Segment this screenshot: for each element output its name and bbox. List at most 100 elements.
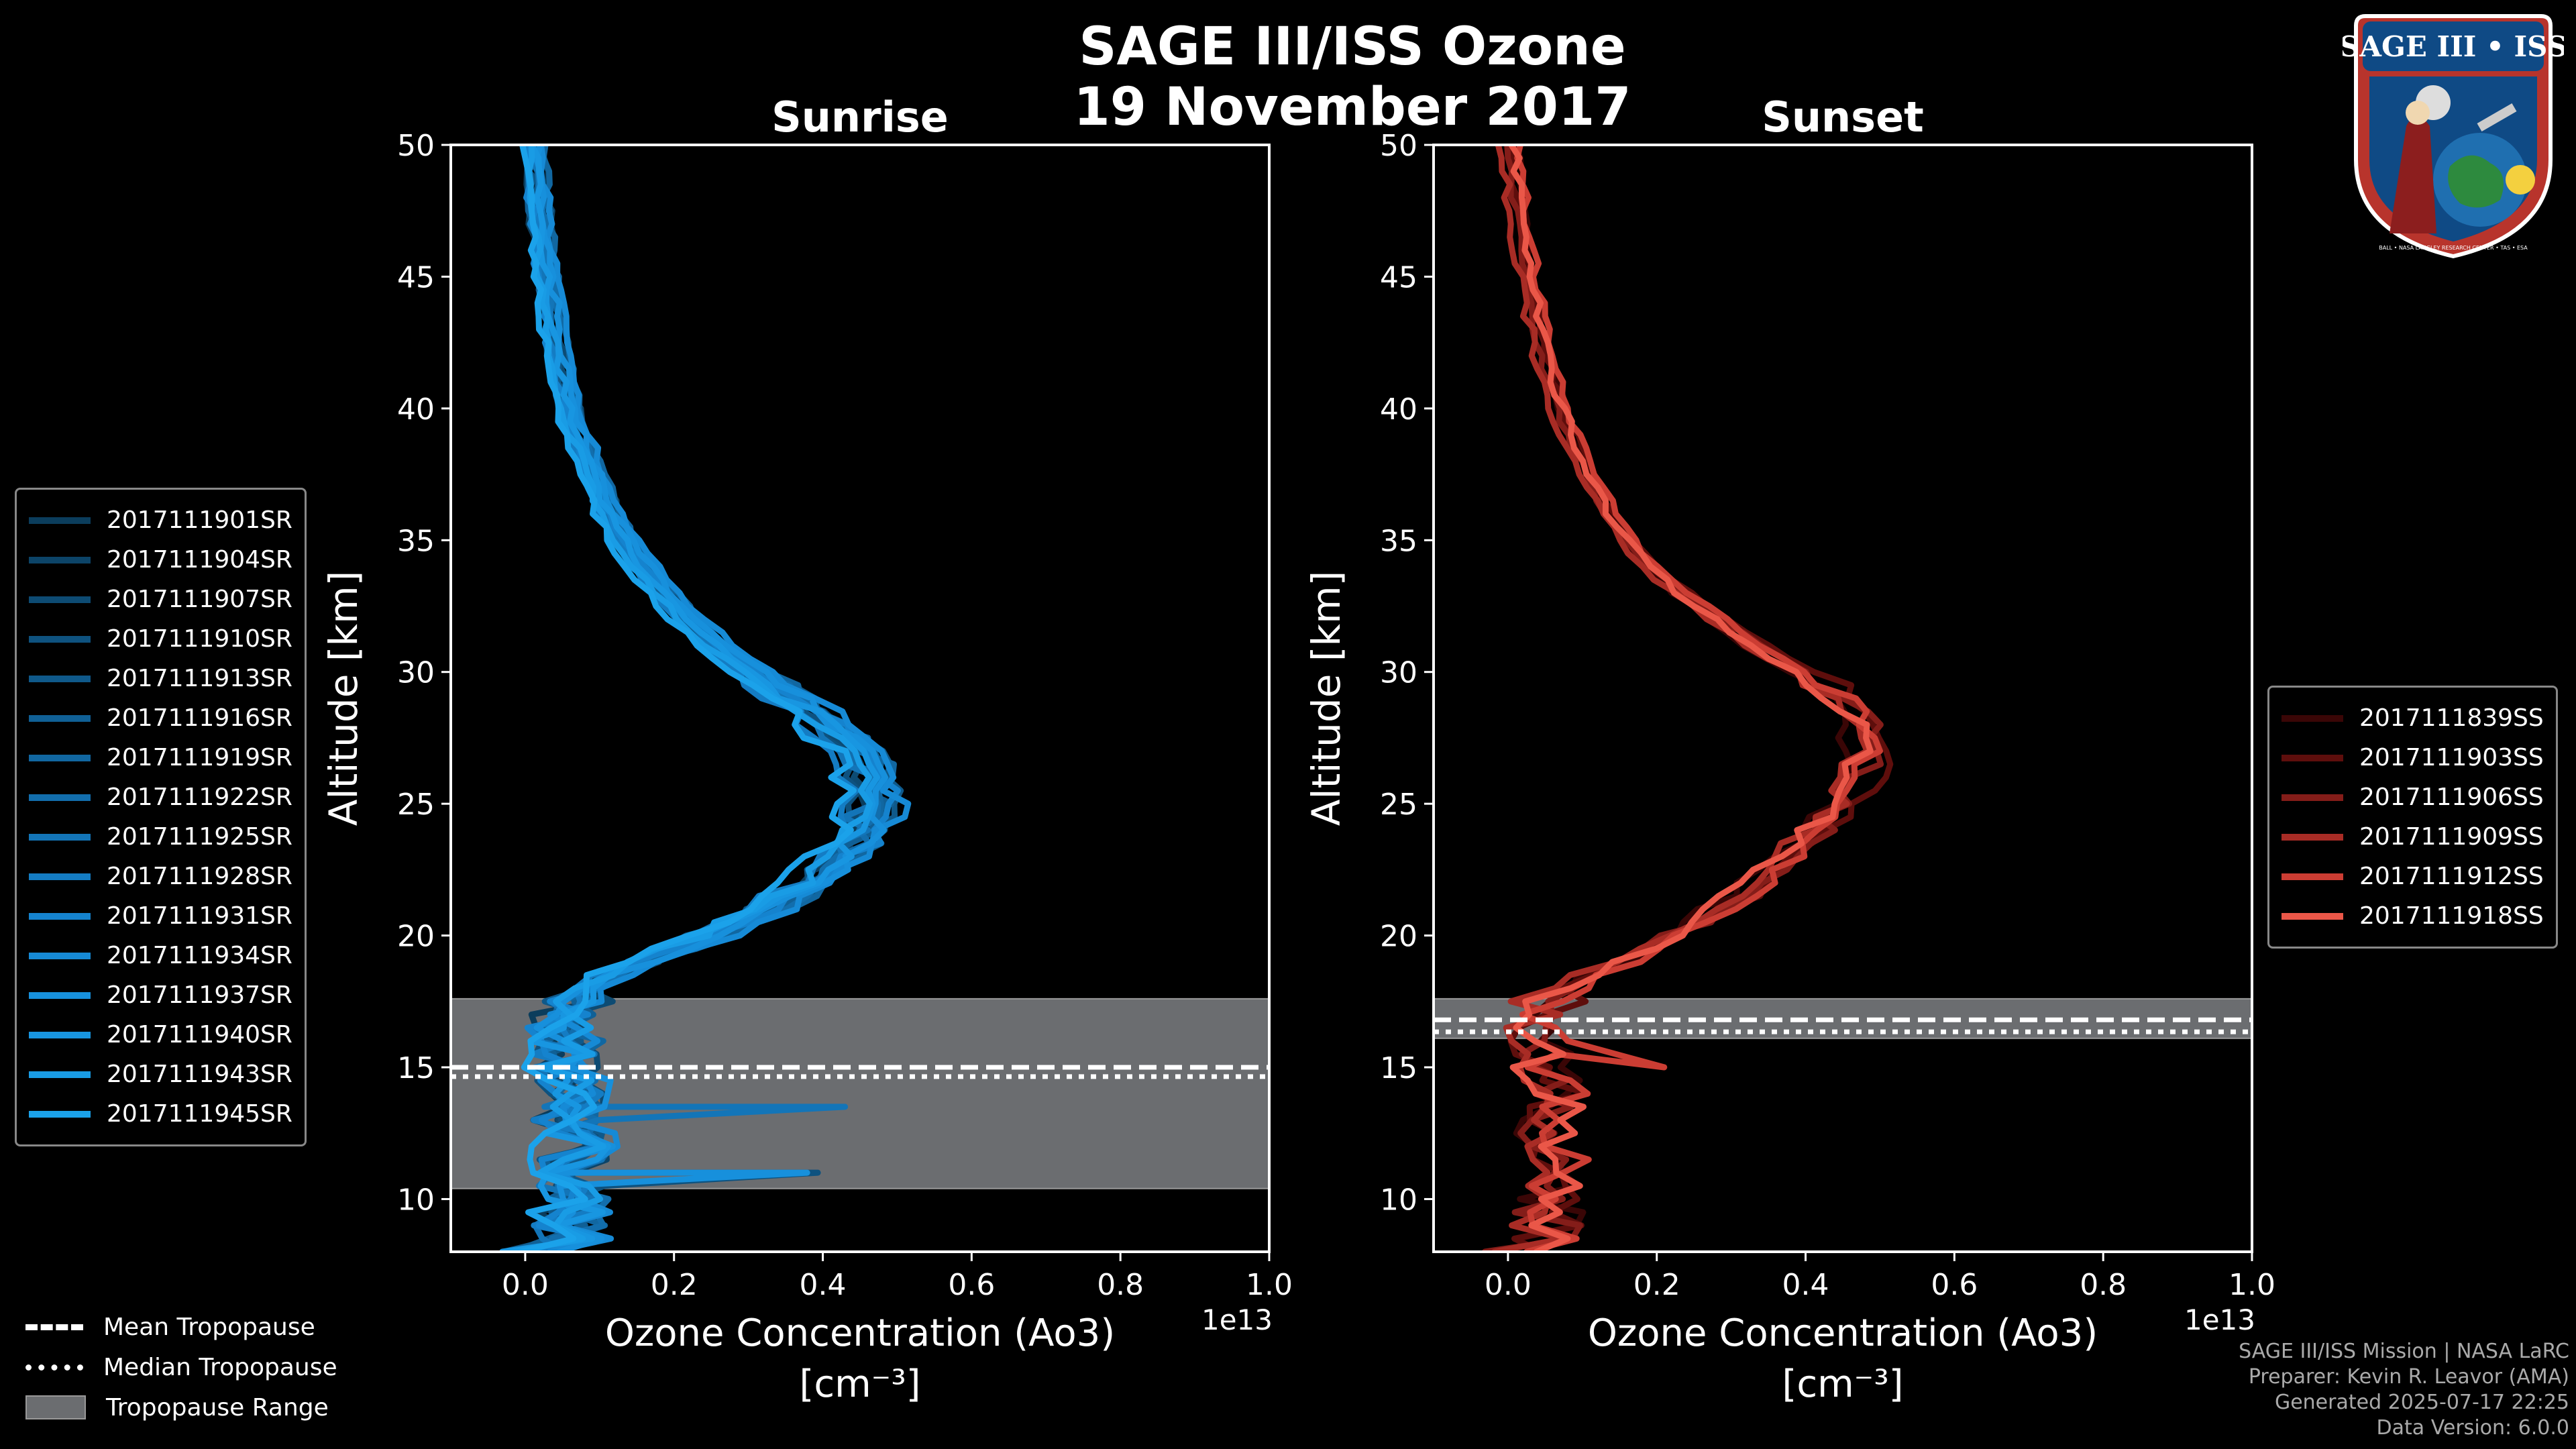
figure-icon — [2390, 116, 2436, 233]
sunset-panel-title: Sunset — [1762, 93, 1924, 142]
sunrise-xtick-label: 0.6 — [948, 1268, 995, 1302]
sunrise-legend-label: 2017111919SR — [107, 744, 292, 771]
sunrise-legend-label: 2017111907SR — [107, 586, 292, 613]
median-tropopause-entry: Median Tropopause — [25, 1347, 337, 1387]
sunrise-legend-item: 2017111913SR — [29, 659, 292, 698]
legend-line-icon — [29, 912, 91, 920]
sunrise-legend-label: 2017111925SR — [107, 823, 292, 851]
sunset-legend-label: 2017111918SS — [2359, 902, 2544, 930]
sunset-ytick-label: 35 — [1380, 524, 1417, 558]
sunset-xtick-label: 0.2 — [1633, 1268, 1680, 1302]
sunset-ytick-label: 30 — [1380, 656, 1417, 690]
footer-generated: Generated 2025-07-17 22:25 — [2274, 1391, 2569, 1414]
sunrise-legend-item: 2017111945SR — [29, 1094, 292, 1134]
sunrise-ytick-label: 25 — [397, 788, 435, 822]
tropopause-legend: Mean Tropopause Median Tropopause Tropop… — [25, 1307, 337, 1428]
legend-line-icon — [29, 873, 91, 880]
sunrise-xlabel-units: [cm⁻³] — [799, 1362, 920, 1406]
badge-title: SAGE III • ISS — [2343, 30, 2564, 63]
legend-line-icon — [29, 1110, 91, 1118]
sunrise-ytick-label: 40 — [397, 392, 435, 427]
sunset-ytick-label: 50 — [1380, 129, 1417, 163]
sunrise-legend-label: 2017111904SR — [107, 546, 292, 574]
sunrise-legend-label: 2017111945SR — [107, 1100, 292, 1128]
sunrise-xtick-label: 0.4 — [800, 1268, 847, 1302]
sunset-xtick-label: 0.8 — [2080, 1268, 2127, 1302]
legend-line-icon — [29, 754, 91, 761]
tropopause-range-label: Tropopause Range — [106, 1393, 329, 1421]
sunset-legend-label: 2017111909SS — [2359, 823, 2544, 851]
sunrise-legend-item: 2017111943SR — [29, 1055, 292, 1094]
legend-line-icon — [2282, 754, 2343, 761]
sunset-legend-label: 2017111912SS — [2359, 863, 2544, 890]
dotted-line-icon — [25, 1364, 83, 1371]
sunrise-ytick-label: 30 — [397, 656, 435, 690]
sunrise-profile-2017111945SR — [518, 145, 857, 1252]
legend-line-icon — [29, 517, 91, 524]
sunrise-legend-item: 2017111916SR — [29, 698, 292, 738]
sunrise-legend-label: 2017111916SR — [107, 704, 292, 732]
sunset-legend-item: 2017111903SS — [2282, 738, 2544, 777]
sunset-profile-2017111918SS — [1508, 145, 1874, 1252]
sunrise-legend-item: 2017111910SR — [29, 619, 292, 659]
sunset-legend-label: 2017111839SS — [2359, 704, 2544, 732]
sunset-xlabel: Ozone Concentration (Ao3) — [1588, 1311, 2098, 1355]
mean-tropopause-label: Mean Tropopause — [103, 1313, 315, 1341]
sunset-legend-item: 2017111906SS — [2282, 777, 2544, 817]
sun-icon — [2506, 165, 2535, 195]
sunrise-legend-label: 2017111913SR — [107, 665, 292, 692]
sunrise-panel-title: Sunrise — [771, 93, 949, 142]
median-tropopause-label: Median Tropopause — [103, 1353, 337, 1381]
sunrise-legend-item: 2017111937SR — [29, 975, 292, 1015]
sunrise-ylabel: Altitude [km] — [321, 571, 366, 826]
sunset-profiles — [1481, 145, 1894, 1252]
sunrise-xtick-label: 0.0 — [502, 1268, 549, 1302]
sunrise-xtick-label: 0.2 — [651, 1268, 698, 1302]
sunrise-xlabel: Ozone Concentration (Ao3) — [605, 1311, 1115, 1355]
sunrise-ytick-label: 20 — [397, 920, 435, 954]
legend-line-icon — [29, 1071, 91, 1078]
sunrise-legend-item: 2017111907SR — [29, 580, 292, 619]
sunset-panel: 10 15 20 25 30 35 40 45 50 0.0 0.2 0.4 0.6 0.8 1.01e13… — [1303, 93, 2275, 1406]
sunrise-x-offset-text: 1e13 — [1201, 1303, 1273, 1336]
sunset-legend-item: 2017111912SS — [2282, 857, 2544, 896]
sunset-ytick-label: 45 — [1380, 260, 1417, 294]
sunrise-ytick-label: 35 — [397, 524, 435, 558]
sunrise-ytick-label: 15 — [397, 1051, 435, 1085]
tropopause-range-entry: Tropopause Range — [25, 1387, 337, 1428]
legend-line-icon — [29, 833, 91, 841]
sunrise-legend-label: 2017111931SR — [107, 902, 292, 930]
sunset-xlabel-units: [cm⁻³] — [1782, 1362, 1903, 1406]
sunrise-legend-item: 2017111925SR — [29, 817, 292, 857]
sunrise-legend-label: 2017111901SR — [107, 506, 292, 534]
sunrise-xtick-label: 0.8 — [1097, 1268, 1144, 1302]
figure-title: SAGE III/ISS Ozone — [1079, 17, 1625, 77]
sunset-ytick-label: 15 — [1380, 1051, 1417, 1085]
legend-line-icon — [2282, 794, 2343, 801]
sunset-legend: 2017111839SS 2017111903SS 2017111906SS 2017… — [2267, 686, 2558, 949]
legend-line-icon — [29, 1031, 91, 1038]
sunset-xtick-label: 0.6 — [1931, 1268, 1978, 1302]
sunrise-panel: 10 15 20 25 30 35 40 45 50 0.0 0.2 0.4 0.6 0.8 1.01e13… — [321, 93, 1293, 1406]
footer-mission: SAGE III/ISS Mission | NASA LaRC — [2239, 1340, 2569, 1363]
sunrise-legend-item: 2017111931SR — [29, 896, 292, 936]
legend-line-icon — [29, 991, 91, 999]
sunrise-legend-label: 2017111934SR — [107, 942, 292, 969]
legend-line-icon — [2282, 833, 2343, 841]
sunset-xtick-label: 1.0 — [2229, 1268, 2275, 1302]
sunrise-axes-frame — [449, 144, 1271, 1253]
sunset-xtick-label: 0.0 — [1485, 1268, 1532, 1302]
badge-ring-text: BALL • NASA LANGLEY RESEARCH CENTER • TA… — [2379, 245, 2528, 251]
legend-line-icon — [2282, 873, 2343, 880]
sunrise-xtick-label: 1.0 — [1246, 1268, 1293, 1302]
sunrise-legend: 2017111901SR 2017111904SR 2017111907SR 2017… — [15, 488, 307, 1146]
sunset-legend-item: 2017111918SS — [2282, 896, 2544, 936]
sunrise-legend-label: 2017111940SR — [107, 1021, 292, 1049]
sunset-axes-frame — [1432, 144, 2253, 1253]
footer-credits: SAGE III/ISS Mission | NASA LaRC Prepare… — [2239, 1339, 2569, 1441]
sage-iii-iss-badge: SAGE III • ISS BALL • NASA LANGLEY RESEA… — [2343, 14, 2564, 259]
sunrise-ytick-label: 45 — [397, 260, 435, 294]
sunrise-legend-item: 2017111901SR — [29, 500, 292, 540]
legend-line-icon — [2282, 714, 2343, 722]
